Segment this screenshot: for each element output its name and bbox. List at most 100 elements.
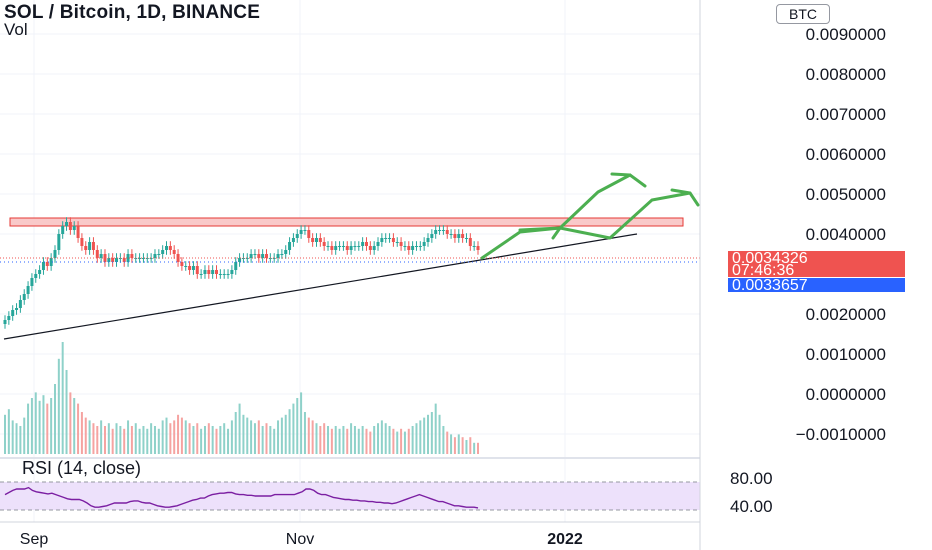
volume-bar bbox=[92, 423, 95, 454]
candle bbox=[399, 242, 403, 246]
candle bbox=[257, 254, 261, 258]
rsi-axis[interactable]: 80.00 40.00 bbox=[730, 469, 773, 516]
candle bbox=[288, 242, 292, 250]
volume-bar bbox=[103, 426, 106, 454]
candle bbox=[149, 258, 153, 259]
volume-bar bbox=[392, 428, 395, 454]
volume-bar bbox=[242, 414, 245, 454]
volume-bar bbox=[338, 428, 341, 454]
chart-title: SOL / Bitcoin, 1D, BINANCE bbox=[4, 2, 261, 23]
volume-bar bbox=[115, 423, 118, 454]
candle bbox=[111, 258, 115, 262]
volume-bar bbox=[119, 426, 122, 454]
candle bbox=[222, 274, 226, 275]
candle bbox=[303, 230, 307, 231]
volume-bar bbox=[434, 403, 437, 454]
candle bbox=[226, 274, 230, 275]
volume-bar bbox=[157, 428, 160, 454]
candle bbox=[403, 246, 407, 247]
candle bbox=[380, 238, 384, 242]
candle bbox=[76, 226, 80, 238]
candle bbox=[57, 234, 61, 250]
candle bbox=[334, 246, 338, 250]
volume-bar bbox=[88, 420, 91, 454]
price-axis[interactable]: 0.0090000 0.0080000 0.0070000 0.0060000 0.00… bbox=[796, 25, 886, 444]
candle bbox=[322, 242, 326, 246]
candle bbox=[449, 234, 453, 235]
candle bbox=[191, 266, 195, 270]
candle bbox=[353, 246, 357, 247]
resistance-zone[interactable] bbox=[9, 217, 684, 227]
volume-bar bbox=[80, 412, 83, 454]
volume-bar bbox=[111, 428, 114, 454]
candle bbox=[280, 254, 284, 255]
candle bbox=[45, 262, 49, 266]
time-axis[interactable]: Sep Nov 2022 bbox=[20, 531, 583, 548]
candle bbox=[349, 246, 353, 250]
volume-bar bbox=[288, 409, 291, 454]
candle bbox=[84, 246, 88, 250]
volume-bar bbox=[165, 417, 168, 454]
last-price-label: 0.0034326 bbox=[732, 250, 808, 267]
candle bbox=[230, 270, 234, 274]
volume-bar bbox=[230, 420, 233, 454]
candle bbox=[218, 274, 222, 275]
volume-bar bbox=[203, 426, 206, 454]
candle bbox=[407, 246, 411, 250]
support-trendline[interactable] bbox=[3, 233, 638, 340]
candle bbox=[295, 234, 299, 238]
candle bbox=[372, 246, 376, 250]
projection-arrow-head-mid bbox=[518, 226, 562, 240]
volume-bar bbox=[69, 392, 72, 454]
candle bbox=[180, 262, 184, 266]
volume-bar bbox=[265, 423, 268, 454]
currency-button[interactable]: BTC bbox=[776, 4, 830, 24]
candle bbox=[30, 278, 34, 286]
candle bbox=[195, 266, 199, 274]
candle bbox=[272, 258, 276, 259]
volume-bar bbox=[465, 440, 468, 454]
volume-bar bbox=[19, 426, 22, 454]
candle bbox=[65, 222, 69, 226]
volume-bar bbox=[284, 414, 287, 454]
candle bbox=[330, 246, 334, 250]
volume-bar bbox=[177, 414, 180, 454]
candle bbox=[15, 308, 19, 310]
candle bbox=[80, 238, 84, 246]
candle bbox=[464, 238, 468, 239]
volume-bar bbox=[415, 423, 418, 454]
projection-arrows[interactable] bbox=[480, 172, 700, 260]
candle bbox=[391, 238, 395, 242]
candle bbox=[41, 262, 45, 270]
volume-bar bbox=[357, 428, 360, 454]
candle bbox=[238, 258, 242, 262]
volume-bar bbox=[273, 428, 276, 454]
volume-bar bbox=[396, 431, 399, 454]
candle bbox=[176, 254, 180, 262]
volume-bar bbox=[334, 426, 337, 454]
candle bbox=[338, 246, 342, 247]
candle bbox=[457, 234, 461, 238]
volume-bar bbox=[207, 423, 210, 454]
candle bbox=[72, 226, 76, 230]
volume-bar bbox=[180, 417, 183, 454]
volume-bar bbox=[300, 392, 303, 454]
price-tick-label: 0.0020000 bbox=[806, 305, 886, 324]
volume-bar bbox=[277, 420, 280, 454]
candle bbox=[314, 238, 318, 242]
volume-bar bbox=[73, 398, 76, 454]
volume-bar bbox=[65, 370, 68, 454]
candle bbox=[249, 254, 253, 258]
candle bbox=[141, 258, 145, 259]
price-tick-label: 0.0060000 bbox=[806, 145, 886, 164]
volume-bar bbox=[261, 426, 264, 454]
candle bbox=[91, 242, 95, 250]
volume-bar bbox=[327, 426, 330, 454]
volume-bar bbox=[223, 423, 226, 454]
volume-bar bbox=[342, 426, 345, 454]
candle bbox=[311, 238, 315, 242]
volume-bar bbox=[57, 358, 60, 454]
volume-bar bbox=[450, 434, 453, 454]
candle bbox=[345, 246, 349, 250]
